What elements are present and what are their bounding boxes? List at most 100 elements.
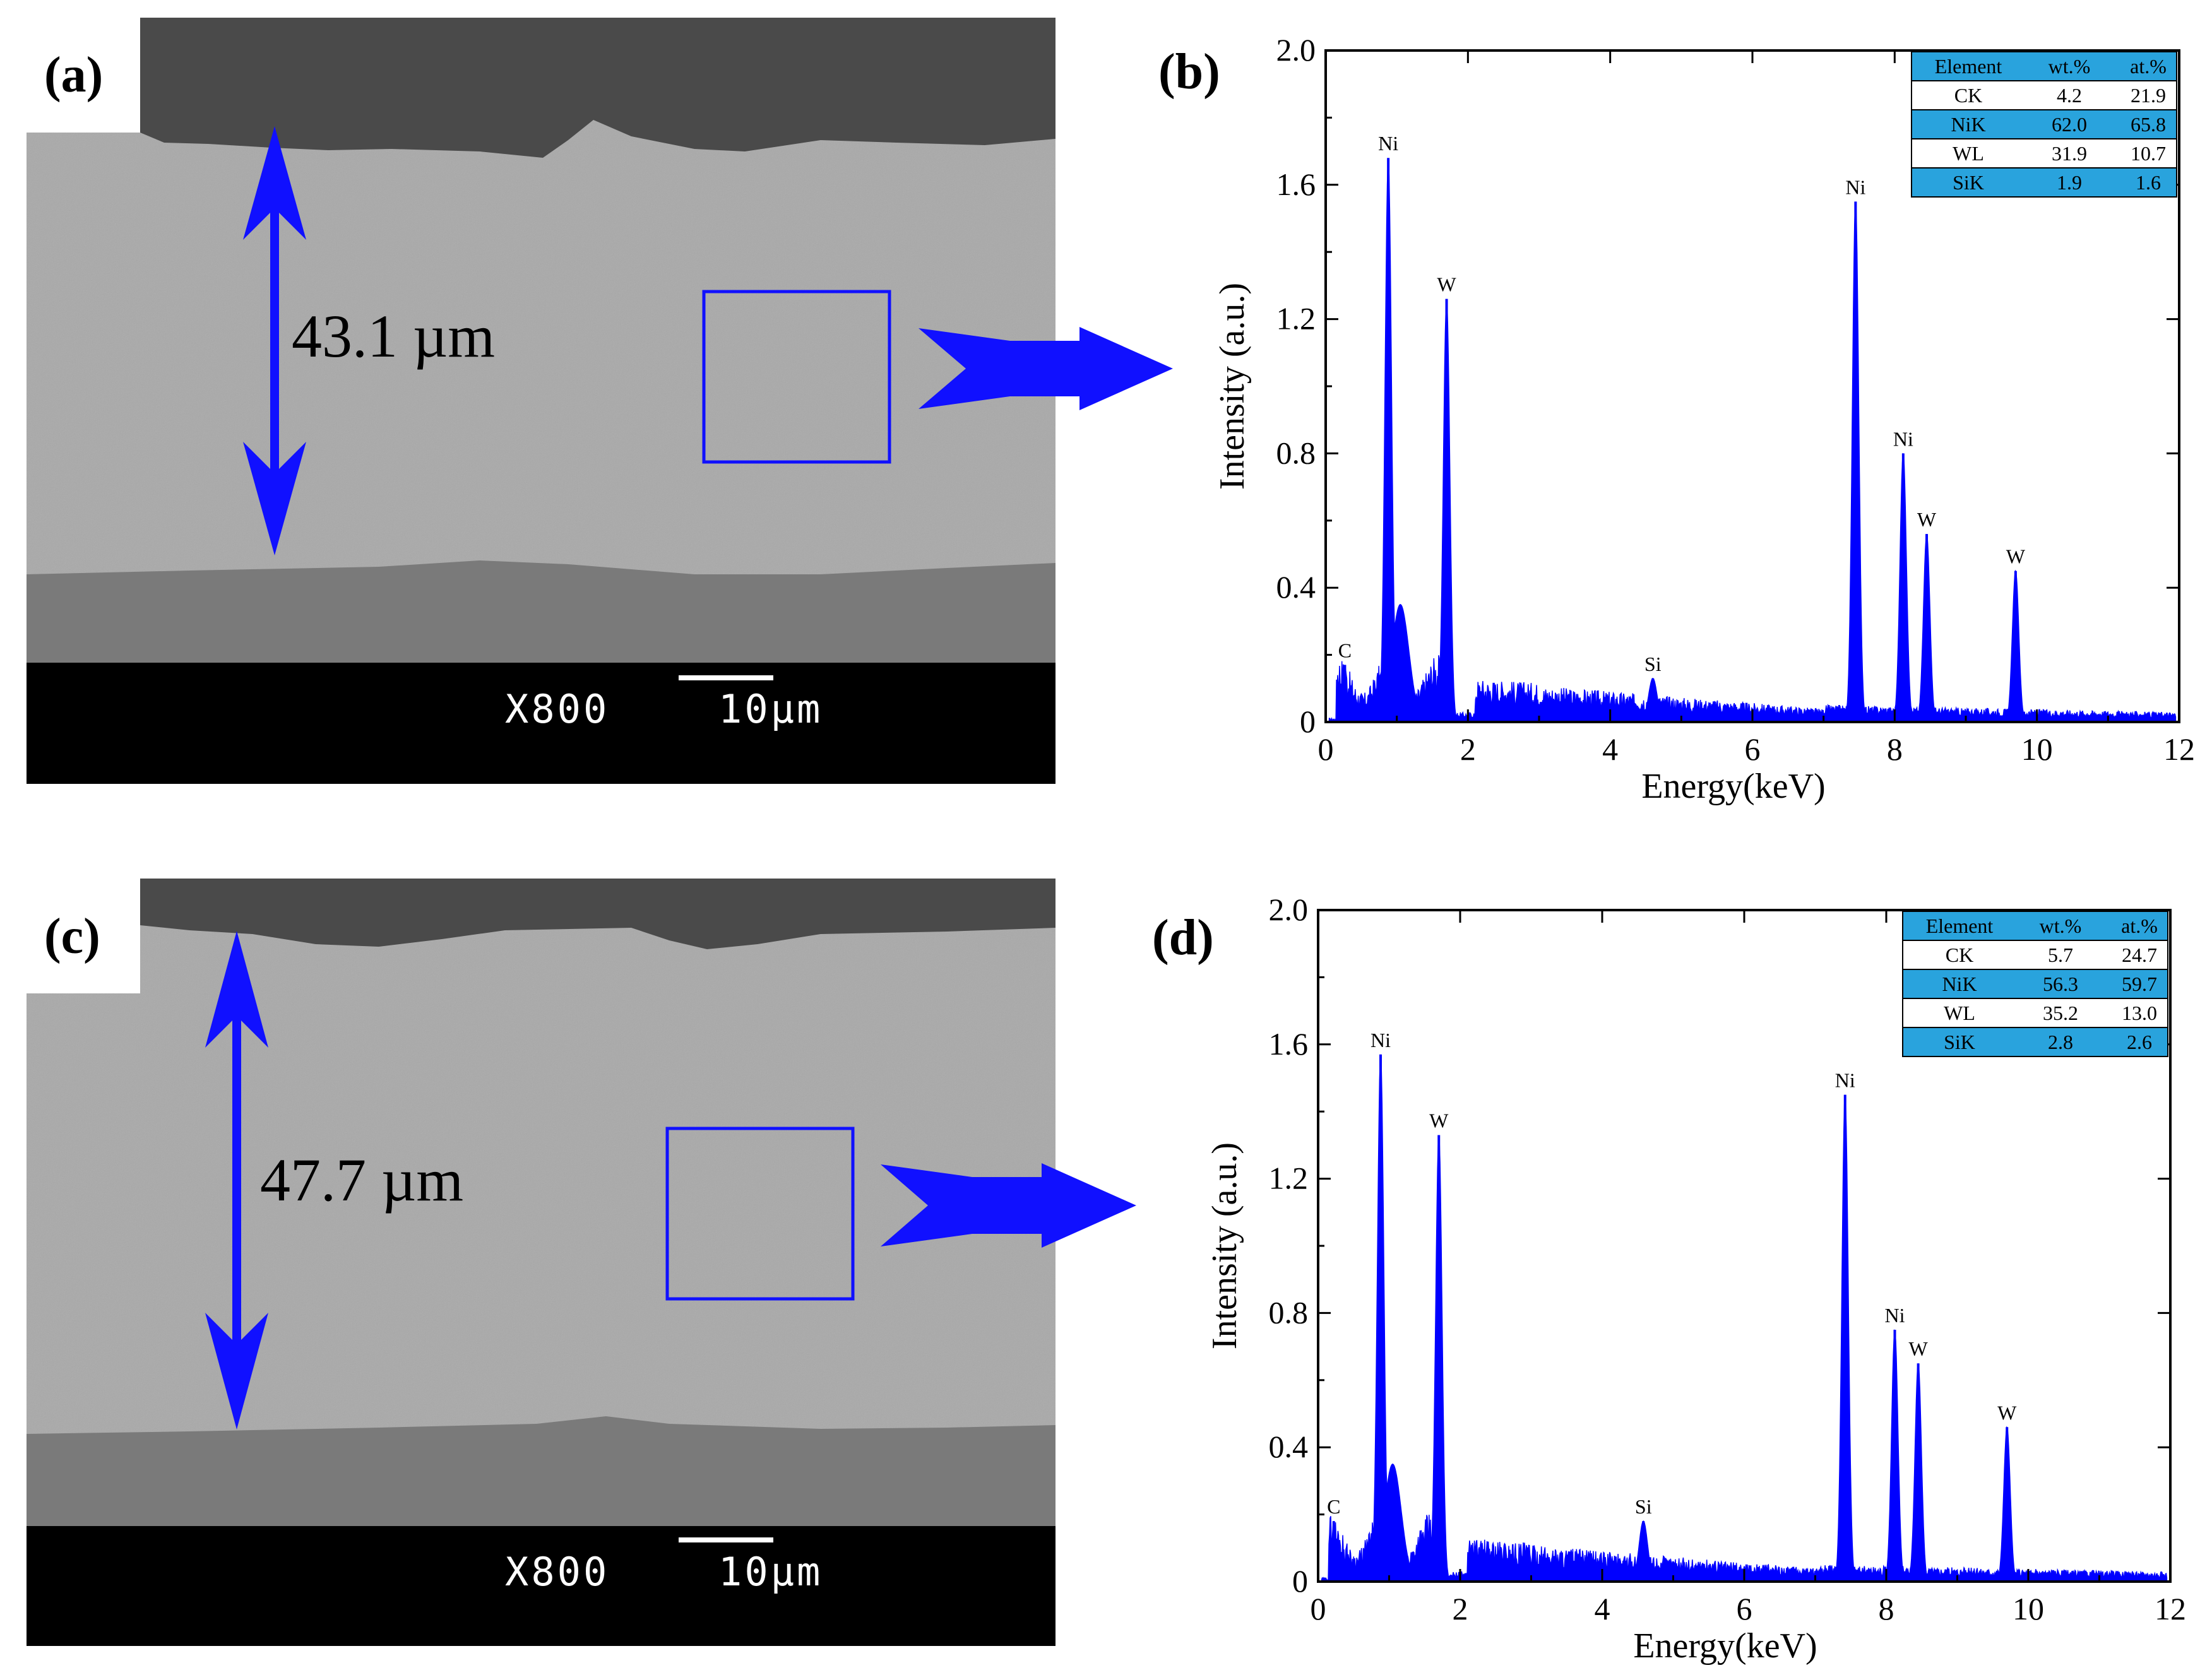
panel-letter-d: (d) bbox=[1152, 910, 1214, 966]
thickness-arrow-a bbox=[243, 126, 306, 555]
y-tick-label: 1.2 bbox=[1276, 301, 1316, 336]
table-cell: CK bbox=[1954, 84, 1982, 107]
x-tick-label: 0 bbox=[1311, 1591, 1326, 1626]
x-tick-label: 8 bbox=[1887, 731, 1903, 767]
table-header-cell: wt.% bbox=[2040, 914, 2082, 937]
table-row bbox=[1902, 969, 2168, 999]
sem-panel-c: (c) 47.7 µm X800 10µm bbox=[27, 879, 1136, 1646]
peak-label-w: W bbox=[1437, 273, 1456, 296]
peak-label-w: W bbox=[1997, 1401, 2017, 1424]
thickness-label-a: 43.1 µm bbox=[292, 302, 495, 370]
x-tick-label: 4 bbox=[1595, 1591, 1610, 1626]
y-tick-label: 0 bbox=[1300, 704, 1316, 739]
x-tick-label: 6 bbox=[1737, 1591, 1752, 1626]
y-axis-title: Intensity (a.u.) bbox=[1205, 1142, 1244, 1349]
table-cell: WL bbox=[1953, 142, 1984, 165]
x-tick-label: 10 bbox=[2021, 731, 2053, 767]
table-row bbox=[1911, 109, 2177, 139]
panel-letter-box-c bbox=[27, 879, 140, 993]
y-tick-label: 2.0 bbox=[1269, 892, 1309, 927]
x-tick-label: 10 bbox=[2013, 1591, 2044, 1626]
table-row bbox=[1902, 940, 2168, 970]
peak-label-ni: Ni bbox=[1835, 1069, 1855, 1092]
sem-scalebar-label-c: 10µm bbox=[718, 1549, 823, 1595]
panel-letter-box-a bbox=[27, 18, 140, 133]
panel-letter-b: (b) bbox=[1158, 44, 1220, 100]
table-row bbox=[1902, 1027, 2168, 1057]
peak-label-c: C bbox=[1338, 639, 1352, 662]
sem-substrate-c bbox=[27, 1416, 1055, 1526]
sem-top-region-c bbox=[140, 879, 1055, 949]
panel-letter-a: (a) bbox=[44, 47, 103, 103]
spectrum-area bbox=[1328, 159, 2177, 723]
y-tick-label: 0.4 bbox=[1276, 569, 1316, 605]
spectrum-area bbox=[1321, 1055, 2168, 1582]
x-tick-label: 4 bbox=[1602, 731, 1618, 767]
sem-info-bar-c bbox=[27, 1526, 1055, 1646]
sem-scalebar-line-c bbox=[679, 1537, 773, 1542]
y-tick-label: 0.8 bbox=[1269, 1294, 1309, 1330]
pointer-arrow-a bbox=[919, 327, 1173, 410]
table-cell: 13.0 bbox=[2122, 1002, 2157, 1024]
table-cell: 24.7 bbox=[2122, 944, 2157, 966]
table-cell: 65.8 bbox=[2131, 113, 2166, 136]
table-cell: 1.6 bbox=[2136, 171, 2161, 194]
peak-label-c: C bbox=[1327, 1495, 1340, 1518]
table-cell: 4.2 bbox=[2057, 84, 2082, 107]
table-header-cell: at.% bbox=[2130, 55, 2167, 78]
sem-magnification-c: X800 bbox=[505, 1549, 609, 1595]
sem-scalebar-line-a bbox=[679, 675, 773, 680]
y-tick-label: 2.0 bbox=[1276, 32, 1316, 68]
peak-label-ni: Ni bbox=[1885, 1304, 1905, 1327]
sem-info-bar-a bbox=[27, 663, 1055, 784]
y-tick-label: 0.8 bbox=[1276, 435, 1316, 470]
thickness-arrow-c bbox=[205, 931, 268, 1429]
y-tick-label: 0 bbox=[1292, 1563, 1308, 1599]
sem-magnification-a: X800 bbox=[505, 686, 609, 732]
y-axis-title: Intensity (a.u.) bbox=[1213, 283, 1252, 490]
peak-label-w: W bbox=[2006, 545, 2026, 568]
table-cell: 62.0 bbox=[2052, 113, 2087, 136]
x-tick-label: 12 bbox=[2155, 1591, 2186, 1626]
table-cell: 21.9 bbox=[2131, 84, 2166, 107]
composition-table: Element wt.% at.% CK 4.2 21.9 NiK 62.0 65.8 WL 31.… bbox=[1911, 51, 2177, 198]
table-cell: SiK bbox=[1953, 171, 1984, 194]
sem-grain-c bbox=[27, 879, 1055, 1526]
peak-label-si: Si bbox=[1644, 653, 1662, 675]
table-cell: 10.7 bbox=[2131, 142, 2166, 165]
table-header-row bbox=[1911, 51, 2177, 81]
table-cell: 1.9 bbox=[2057, 171, 2082, 194]
peak-label-si: Si bbox=[1635, 1495, 1652, 1518]
table-cell: NiK bbox=[1942, 973, 1977, 995]
table-header-cell: at.% bbox=[2121, 914, 2158, 937]
sem-scalebar-label-a: 10µm bbox=[718, 686, 823, 732]
x-axis-title: Energy(keV) bbox=[1641, 767, 1825, 806]
table-cell: 56.3 bbox=[2043, 973, 2078, 995]
selection-box-a bbox=[702, 290, 891, 464]
table-cell: 5.7 bbox=[2048, 944, 2073, 966]
x-tick-label: 8 bbox=[1879, 1591, 1894, 1626]
thickness-label-c: 47.7 µm bbox=[260, 1146, 463, 1214]
peak-label-ni: Ni bbox=[1378, 132, 1398, 155]
table-header-cell: wt.% bbox=[2048, 55, 2091, 78]
sem-substrate-a bbox=[27, 560, 1055, 663]
table-cell: 2.6 bbox=[2127, 1031, 2152, 1053]
table-cell: 35.2 bbox=[2043, 1002, 2078, 1024]
sem-panel-a: (a) 43.1 µm X800 10µm bbox=[27, 18, 1173, 784]
table-cell: NiK bbox=[1951, 113, 1985, 136]
sem-top-region-a bbox=[140, 18, 1055, 158]
table-cell: CK bbox=[1946, 944, 1973, 966]
selection-box-c bbox=[665, 1127, 855, 1301]
peak-label-ni: Ni bbox=[1845, 175, 1865, 198]
table-cell: 59.7 bbox=[2122, 973, 2157, 995]
table-row bbox=[1911, 167, 2177, 198]
x-tick-label: 2 bbox=[1453, 1591, 1468, 1626]
eds-spectrum-chart-b: C Ni W Si Ni Ni W W 0 2 4 6 8 10 12 0 0.4 0.8 1.2 1.6 2.0 Ene… bbox=[1213, 32, 2195, 806]
table-cell: 31.9 bbox=[2052, 142, 2087, 165]
table-cell: WL bbox=[1944, 1002, 1975, 1024]
table-cell: 2.8 bbox=[2048, 1031, 2073, 1053]
composition-table: Element wt.% at.% CK 5.7 24.7 NiK 56.3 59.7 WL 35.… bbox=[1902, 911, 2168, 1057]
peak-label-w: W bbox=[1909, 1337, 1929, 1360]
